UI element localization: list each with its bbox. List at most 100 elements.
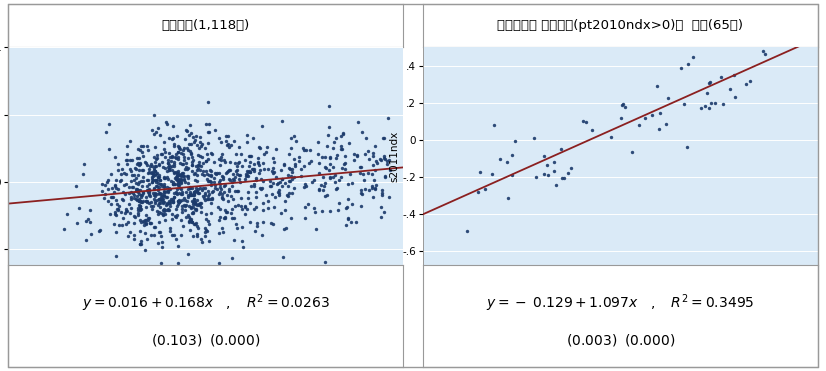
Point [221, 168, 235, 174]
Point [230, 163, 244, 169]
Point [633, 122, 646, 128]
Point [150, 129, 163, 135]
Point [538, 171, 551, 177]
Point [221, 169, 234, 175]
Point [125, 190, 138, 196]
Point [146, 170, 159, 176]
Point [150, 162, 163, 168]
Point [244, 160, 257, 165]
Point [250, 220, 263, 226]
Point [188, 191, 201, 197]
Point [176, 161, 189, 167]
Point [173, 198, 186, 204]
Point [180, 128, 193, 134]
Point [184, 141, 197, 147]
Point [297, 163, 311, 169]
Point [258, 151, 271, 157]
Point [116, 196, 129, 201]
Point [501, 159, 514, 165]
Point [160, 168, 173, 174]
Point [105, 185, 118, 191]
Point [220, 132, 233, 138]
Point [147, 186, 160, 192]
Point [165, 153, 178, 159]
Point [153, 161, 166, 167]
Point [184, 216, 197, 222]
Point [192, 201, 206, 207]
Point [298, 215, 311, 221]
Point [241, 195, 254, 201]
Point [682, 62, 695, 68]
Point [319, 180, 332, 186]
Point [109, 229, 122, 235]
Point [186, 154, 199, 160]
Point [188, 189, 201, 195]
Point [274, 210, 287, 216]
Point [172, 178, 185, 184]
Point [225, 179, 239, 185]
Point [225, 210, 238, 216]
Point [183, 192, 197, 198]
Point [382, 157, 396, 163]
Point [154, 191, 167, 197]
Point [215, 195, 228, 201]
Point [166, 196, 179, 202]
Point [230, 171, 244, 177]
Point [218, 207, 231, 213]
Point [142, 188, 155, 194]
Point [263, 178, 277, 184]
Point [365, 171, 378, 177]
Point [79, 219, 93, 224]
Point [320, 192, 334, 198]
Point [148, 232, 161, 238]
Point [135, 149, 148, 155]
Point [212, 217, 225, 223]
Point [334, 174, 347, 180]
Point [202, 173, 216, 178]
Point [255, 233, 268, 239]
Point [163, 150, 176, 156]
Point [108, 154, 121, 160]
Point [127, 213, 140, 219]
Point [169, 190, 182, 196]
Point [211, 204, 225, 210]
Point [205, 150, 218, 156]
Point [219, 215, 232, 221]
Point [694, 105, 707, 111]
Point [175, 161, 188, 167]
Point [188, 137, 202, 143]
Point [284, 135, 297, 141]
Point [110, 206, 123, 211]
Point [310, 226, 323, 232]
Point [202, 129, 215, 135]
Point [184, 151, 197, 157]
Point [680, 144, 693, 150]
Point [109, 253, 122, 259]
Point [205, 173, 218, 179]
Point [61, 211, 74, 217]
Point [152, 173, 165, 178]
Point [150, 183, 164, 189]
Point [154, 151, 168, 157]
Point [284, 178, 297, 184]
Point [273, 179, 287, 185]
Point [356, 171, 369, 177]
Point [224, 142, 237, 148]
Point [183, 141, 196, 147]
Point [171, 156, 184, 162]
Point [177, 223, 190, 229]
Point [170, 191, 183, 197]
Point [351, 119, 364, 125]
Point [203, 197, 216, 203]
Point [177, 170, 190, 176]
Point [184, 131, 197, 137]
Point [154, 194, 167, 200]
Point [148, 167, 161, 173]
Point [247, 181, 260, 187]
Point [142, 215, 155, 221]
Point [653, 126, 666, 132]
Point [619, 104, 632, 109]
Point [305, 179, 318, 185]
Point [509, 138, 522, 144]
Point [202, 221, 216, 227]
